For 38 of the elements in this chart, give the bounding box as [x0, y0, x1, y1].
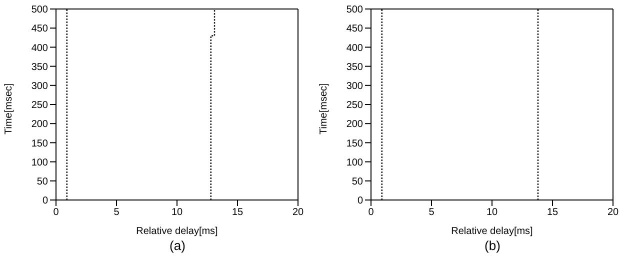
y-tick-label: 0 [357, 196, 364, 207]
x-tick-label: 20 [607, 207, 619, 218]
y-tick-label: 200 [31, 119, 48, 130]
y-tick-label: 500 [346, 4, 364, 16]
x-axis-title: Relative delay[ms] [136, 226, 218, 237]
x-axis-title: Relative delay[ms] [451, 226, 534, 237]
x-tick-label: 15 [232, 207, 244, 218]
y-tick-label: 300 [346, 80, 364, 92]
y-tick-label: 50 [352, 176, 364, 188]
x-tick-label: 15 [546, 207, 558, 218]
x-tick-label: 10 [171, 207, 183, 218]
y-tick-label: 150 [31, 138, 48, 150]
text: (b) [484, 238, 502, 253]
y-tick-label: 350 [31, 62, 48, 73]
x-tick-label: 0 [53, 207, 60, 218]
y-tick-label: 450 [346, 24, 364, 35]
y-tick-label: 200 [346, 119, 364, 130]
x-tick-label: 0 [368, 207, 374, 218]
x-tick-label: 5 [428, 207, 435, 218]
y-tick-label: 450 [31, 24, 48, 35]
y-tick-label: 300 [31, 80, 48, 92]
x-tick-label: 10 [486, 207, 498, 218]
y-tick-label: 250 [31, 100, 48, 112]
y-tick-label: 100 [346, 157, 364, 168]
y-tick-label: 400 [31, 42, 48, 54]
y-tick-label: 500 [31, 4, 48, 16]
y-tick-label: 50 [36, 176, 48, 188]
text: (a) [168, 238, 186, 253]
y-tick-label: 150 [346, 138, 364, 150]
y-tick-label: 100 [31, 157, 48, 168]
y-tick-label: 250 [346, 100, 364, 112]
y-tick-label: 0 [42, 196, 48, 207]
y-axis-title: Time[msec] [4, 82, 15, 134]
x-tick-label: 20 [292, 207, 304, 218]
y-axis-title: Time[msec] [318, 82, 330, 134]
y-tick-label: 350 [346, 62, 364, 73]
y-tick-label: 400 [346, 42, 364, 54]
x-tick-label: 5 [114, 207, 120, 218]
